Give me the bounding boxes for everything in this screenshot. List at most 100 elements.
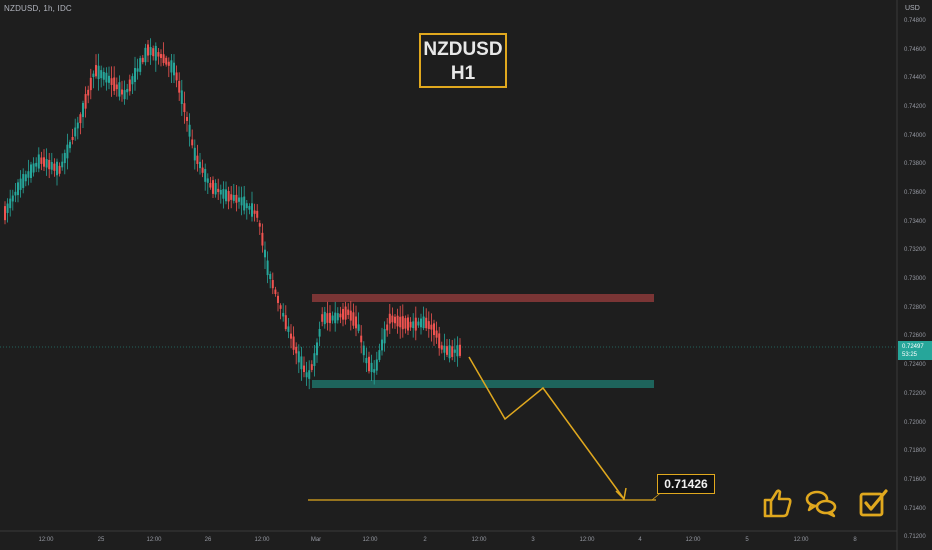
candle-body [139, 58, 142, 72]
price-tick-label: 0.73600 [904, 190, 926, 197]
time-tick-label: 12:00 [685, 537, 701, 543]
candle-body [310, 364, 313, 370]
resistance-zone[interactable] [312, 294, 654, 302]
candle-body [407, 317, 409, 331]
candle-body [141, 57, 144, 63]
candle-body [370, 362, 373, 373]
candle-body [191, 139, 194, 146]
price-tick-label: 0.71600 [904, 476, 926, 483]
candle-body [430, 324, 433, 330]
candle-body [303, 365, 305, 373]
candle-body [53, 163, 56, 171]
time-tick-label: 25 [97, 537, 105, 543]
candle-body [318, 328, 321, 337]
candle-body [9, 198, 12, 209]
time-tick-label: 12:00 [471, 537, 487, 543]
candle-body [128, 79, 131, 92]
candle-body [414, 317, 417, 331]
candle-body [160, 54, 162, 58]
candle-body [245, 203, 248, 209]
candle-body [362, 345, 365, 356]
currency-label: USD [905, 5, 920, 12]
price-tick-label: 0.74000 [904, 132, 926, 139]
candle-body [357, 324, 360, 331]
candle-body [24, 174, 27, 182]
time-tick-label: 5 [745, 537, 749, 543]
thumbs-up-icon[interactable] [760, 486, 794, 520]
time-tick-label: Mar [310, 537, 322, 543]
candle-body [170, 60, 173, 73]
candle-body [209, 182, 212, 188]
candle-body [401, 316, 404, 330]
candle-body [69, 141, 71, 149]
candle-body [326, 313, 329, 323]
candle-body [227, 191, 230, 202]
candle-body [261, 232, 264, 246]
candle-body [433, 323, 435, 336]
candle-body [435, 330, 438, 338]
candle-body [459, 344, 461, 356]
candle-body [154, 45, 157, 61]
candle-body [451, 346, 454, 357]
price-tick-label: 0.72600 [904, 333, 926, 340]
time-tick-label: 2 [423, 537, 427, 543]
candle-body [277, 295, 279, 303]
candle-body [123, 90, 126, 100]
support-zone[interactable] [312, 380, 654, 388]
candle-body [121, 89, 123, 95]
candle-body [87, 89, 90, 96]
candle-body [256, 210, 259, 218]
candle-body [206, 178, 209, 183]
candle-body [30, 164, 32, 179]
time-tick-label: 12:00 [579, 537, 595, 543]
candle-body [45, 159, 48, 168]
candle-body [35, 162, 38, 167]
time-tick-label: 8 [853, 537, 857, 543]
candle-body [344, 306, 347, 320]
price-tick-label: 0.74600 [904, 46, 926, 53]
candle-body [196, 155, 199, 164]
candle-body [58, 165, 61, 174]
candle-body [279, 305, 282, 309]
candle-body [201, 167, 204, 173]
candle-body [173, 62, 175, 76]
time-tick-label: 12:00 [793, 537, 809, 543]
candle-body [355, 316, 357, 329]
candles-group [4, 38, 461, 390]
candle-body [113, 77, 116, 91]
projection-path[interactable] [468, 356, 625, 500]
candle-body [349, 310, 352, 321]
candle-body [71, 136, 74, 141]
title-timeframe: H1 [450, 63, 476, 84]
candle-body [323, 311, 326, 325]
candle-body [456, 345, 459, 357]
candle-body [446, 346, 448, 355]
candle-body [232, 194, 235, 201]
comments-icon[interactable] [804, 486, 838, 520]
candle-body [368, 356, 370, 372]
candle-body [331, 315, 334, 321]
candle-body [253, 210, 256, 214]
price-tick-label: 0.72200 [904, 390, 926, 397]
candle-body [243, 196, 246, 211]
candle-body [61, 161, 64, 168]
candle-body [334, 312, 337, 324]
symbol-info: NZDUSD, 1h, IDC [4, 4, 72, 13]
candle-body [225, 189, 227, 202]
candle-body [440, 345, 443, 350]
candle-body [97, 65, 100, 80]
candle-body [147, 44, 149, 56]
candle-body [365, 357, 368, 364]
candle-body [381, 339, 383, 351]
candle-body [102, 71, 105, 80]
candle-body [110, 78, 113, 85]
candle-body [391, 315, 394, 323]
candle-body [22, 174, 25, 188]
candle-body [248, 205, 251, 210]
candle-body [274, 289, 277, 294]
checkbox-icon[interactable] [856, 486, 890, 520]
candle-body [95, 65, 97, 77]
candle-body [360, 335, 363, 343]
time-tick-label: 12:00 [146, 537, 162, 543]
